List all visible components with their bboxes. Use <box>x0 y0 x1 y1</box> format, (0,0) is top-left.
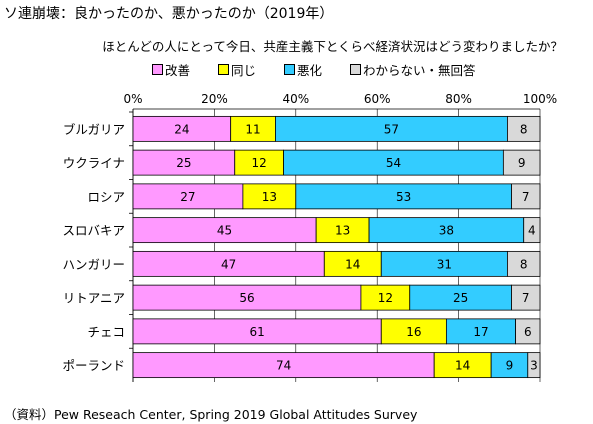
data-label: 12 <box>252 156 267 170</box>
legend-item-worse: 悪化 <box>284 60 322 79</box>
data-label: 74 <box>276 359 291 373</box>
x-tick-label: 100% <box>523 92 557 106</box>
bar-segment <box>507 115 541 142</box>
data-label: 61 <box>249 325 264 339</box>
data-label: 57 <box>384 122 399 136</box>
bar-segment <box>380 250 508 277</box>
data-label: 24 <box>174 122 189 136</box>
data-label: 3 <box>530 359 538 373</box>
bar-segment <box>360 284 411 311</box>
bar-segment <box>433 352 492 379</box>
bar-segment <box>132 183 244 210</box>
bar-segment <box>527 352 541 379</box>
category-label: ハンガリー <box>62 257 125 272</box>
legend-item-same: 同じ <box>218 60 256 79</box>
data-label: 14 <box>345 257 360 271</box>
bar-segment <box>502 149 541 176</box>
data-label: 9 <box>518 156 526 170</box>
category-label: チェコ <box>87 324 125 339</box>
data-label: 11 <box>245 122 260 136</box>
data-label: 6 <box>524 325 532 339</box>
bar-segment <box>132 250 325 277</box>
data-label: 25 <box>176 156 191 170</box>
data-label: 13 <box>335 224 350 238</box>
data-label: 8 <box>520 122 528 136</box>
bar-segment <box>132 115 232 142</box>
legend-swatch-dontknow <box>350 64 362 75</box>
bar-segment <box>445 318 516 345</box>
data-label: 38 <box>439 224 454 238</box>
data-label: 53 <box>396 190 411 204</box>
data-label: 7 <box>522 190 530 204</box>
legend-swatch-same <box>218 64 230 75</box>
legend-item-dontknow: わからない・無回答 <box>350 60 476 79</box>
bar-segment <box>368 217 525 244</box>
x-tick-label: 80% <box>445 92 472 106</box>
legend-label-dontknow: わからない・無回答 <box>363 63 476 78</box>
category-label: スロバキア <box>62 223 125 238</box>
bar-segment <box>511 284 541 311</box>
category-label: ブルガリア <box>63 122 125 137</box>
data-label: 17 <box>473 325 488 339</box>
source-note: （資料）Pew Reseach Center, Spring 2019 Glob… <box>4 407 418 422</box>
x-tick-label: 20% <box>201 92 228 106</box>
data-label: 25 <box>453 291 468 305</box>
data-label: 12 <box>378 291 393 305</box>
chart-subtitle: ほとんどの人にとって今日、共産主義下とくらべ経済状況はどう変わりましたか？ <box>102 39 563 54</box>
bar-segment <box>315 217 370 244</box>
x-tick-label: 0% <box>123 92 142 106</box>
data-label: 16 <box>406 325 421 339</box>
data-label: 56 <box>239 291 254 305</box>
data-label: 31 <box>437 257 452 271</box>
data-label: 13 <box>262 190 277 204</box>
legend-swatch-worse <box>284 64 296 75</box>
data-label: 14 <box>455 359 470 373</box>
data-label: 9 <box>506 359 514 373</box>
bar-segment <box>507 250 541 277</box>
data-label: 45 <box>217 224 232 238</box>
bar-segment <box>409 284 512 311</box>
bar-segment <box>511 183 541 210</box>
data-label: 8 <box>520 257 528 271</box>
bar-segment <box>234 149 284 176</box>
data-label: 27 <box>180 190 195 204</box>
chart-title: ソ連崩壊：良かったのか、悪かったのか（2019年） <box>4 6 334 22</box>
category-label: ポーランド <box>62 358 125 373</box>
bar-segment <box>523 217 541 244</box>
x-tick-label: 40% <box>282 92 309 106</box>
category-label: リトアニア <box>63 291 125 306</box>
bar-segment <box>490 352 529 379</box>
legend-label-same: 同じ <box>231 63 257 78</box>
bar-segment <box>323 250 382 277</box>
x-tick-label: 60% <box>364 92 391 106</box>
legend-label-worse: 悪化 <box>297 63 323 78</box>
bar-segment <box>132 352 435 379</box>
legend-swatch-improved <box>152 64 163 75</box>
category-label: ウクライナ <box>63 156 125 171</box>
legend-label-improved: 改善 <box>165 63 191 78</box>
data-label: 7 <box>522 291 530 305</box>
legend-item-improved: 改善 <box>152 60 190 79</box>
data-label: 47 <box>221 257 236 271</box>
data-label: 4 <box>528 224 536 238</box>
category-label: ロシア <box>87 189 125 204</box>
data-label: 54 <box>386 156 401 170</box>
legend: 改善 同じ 悪化 わからない・無回答 <box>152 60 476 79</box>
bar-segment <box>515 318 541 345</box>
